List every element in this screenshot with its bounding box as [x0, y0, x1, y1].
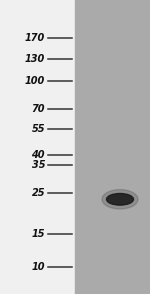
Text: 40: 40 [32, 150, 45, 160]
Text: 35: 35 [32, 161, 45, 171]
Text: 10: 10 [32, 262, 45, 272]
Ellipse shape [106, 193, 134, 205]
Text: 100: 100 [25, 76, 45, 86]
Text: 25: 25 [32, 188, 45, 198]
Text: 70: 70 [32, 104, 45, 114]
Bar [0, 0, 75, 294]
Text: 130: 130 [25, 54, 45, 64]
Text: 15: 15 [32, 229, 45, 239]
Bar [75, 0, 150, 294]
Ellipse shape [102, 190, 138, 209]
Text: 55: 55 [32, 124, 45, 134]
Text: 170: 170 [25, 33, 45, 43]
